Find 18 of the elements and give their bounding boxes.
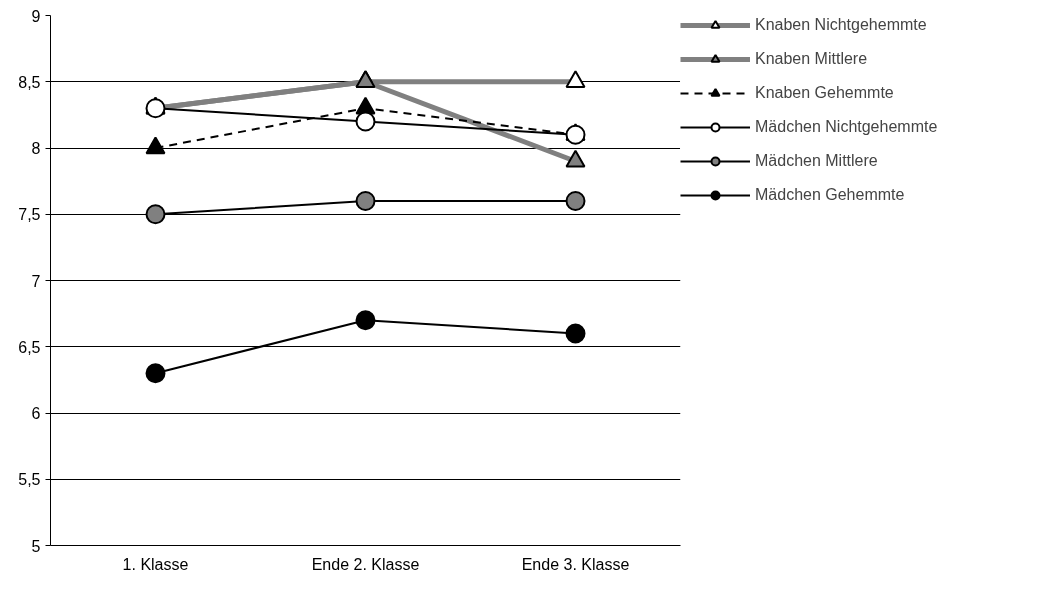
x-tick-label: Ende 3. Klasse bbox=[521, 555, 630, 573]
y-tick-label: 7 bbox=[31, 272, 41, 290]
legend-label: Knaben Nichtgehemmte bbox=[755, 16, 927, 34]
legend-label: Knaben Mittlere bbox=[755, 50, 868, 68]
y-tick-label: 8,5 bbox=[18, 73, 41, 91]
legend-label: Knaben Gehemmte bbox=[755, 84, 894, 102]
x-tick-label: 1. Klasse bbox=[122, 555, 189, 573]
y-tick-label: 7,5 bbox=[18, 206, 41, 224]
legend-label: Mädchen Gehemmte bbox=[755, 186, 905, 204]
y-tick-label: 8 bbox=[31, 140, 41, 157]
y-tick-label: 9 bbox=[31, 7, 41, 25]
legend-label: Mädchen Nichtgehemmte bbox=[755, 118, 938, 136]
y-tick-label: 6 bbox=[31, 405, 41, 422]
y-tick-label: 5 bbox=[31, 537, 41, 555]
y-tick-label: 6,5 bbox=[18, 338, 41, 356]
y-tick-label: 5,5 bbox=[18, 471, 41, 489]
x-tick-label: Ende 2. Klasse bbox=[311, 555, 420, 573]
legend-label: Mädchen Mittlere bbox=[755, 152, 878, 170]
